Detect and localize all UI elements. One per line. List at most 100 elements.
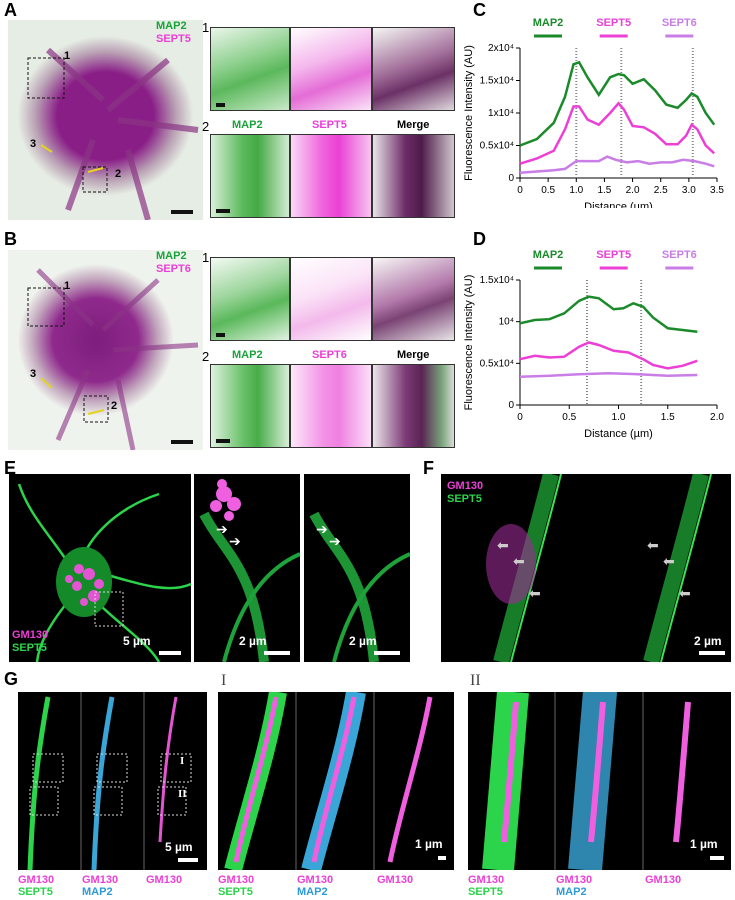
legend-map2: MAP2 bbox=[156, 20, 187, 32]
series-line-sept6 bbox=[519, 155, 715, 175]
a-row1-merge-tile bbox=[372, 27, 455, 111]
legend-gm130: GM130 bbox=[12, 629, 49, 641]
series-line-sept5 bbox=[519, 341, 698, 370]
chart-d: 0 0.5 1.0 1.5 2.0 0 0.5x10⁴ 10⁴ 1.5x10⁴ MAP2 SEPT5… bbox=[463, 249, 724, 440]
scale-label: 1 µm bbox=[415, 837, 443, 851]
y-tick-label: 2x10⁴ bbox=[488, 43, 514, 54]
panel-b-label: B bbox=[4, 229, 17, 249]
g-caption-gm130: GM130 bbox=[377, 874, 414, 886]
legend-sept5: SEPT5 bbox=[447, 493, 482, 505]
legend-sept6: SEPT6 bbox=[156, 263, 191, 275]
b-label-merge: Merge bbox=[397, 349, 430, 361]
legend-gm130: GM130 bbox=[447, 480, 484, 492]
b-label-map2: MAP2 bbox=[232, 349, 263, 361]
panel-b-neuron-processes bbox=[27, 268, 199, 450]
g-caption-gm130: GM130 bbox=[556, 874, 593, 886]
panel-e-zoom-merge: ➔ ➔ 2 µm bbox=[194, 474, 300, 662]
x-tick-label: 0.5 bbox=[562, 412, 576, 423]
x-tick-label: 0 bbox=[517, 185, 523, 196]
y-axis-label: Fluorescence Intensity (AU) bbox=[463, 275, 475, 411]
box-1-label: 1 bbox=[64, 280, 71, 292]
panel-c-label: C bbox=[473, 0, 486, 20]
scale-bar bbox=[710, 856, 724, 860]
box-2-label: 2 bbox=[111, 400, 118, 412]
legend-sept5: SEPT5 bbox=[12, 642, 47, 654]
legend-label: MAP2 bbox=[533, 17, 564, 29]
a-label-map2: MAP2 bbox=[232, 119, 263, 131]
b-row1-sept6-tile bbox=[290, 257, 372, 341]
scale-label: 2 µm bbox=[694, 634, 722, 648]
x-tick-label: 2.5 bbox=[654, 185, 668, 196]
y-tick-label: 0.5x10⁴ bbox=[480, 141, 514, 152]
legend-label: SEPT5 bbox=[596, 17, 631, 29]
roi-i-label: I bbox=[180, 755, 185, 767]
g-caption-map2: MAP2 bbox=[297, 886, 328, 898]
x-tick-label: 3.0 bbox=[682, 185, 696, 196]
row1-index: 1 bbox=[202, 20, 210, 35]
panel-e-label: E bbox=[4, 458, 17, 478]
scale-bar bbox=[438, 856, 446, 860]
y-tick-label: 0 bbox=[508, 400, 514, 411]
scale-bar bbox=[178, 858, 198, 862]
g-caption-sept5: SEPT5 bbox=[468, 886, 503, 898]
row1-index: 1 bbox=[202, 250, 210, 265]
arrow-icon: ➔ bbox=[316, 521, 328, 537]
a-row1-sept5-tile bbox=[290, 27, 372, 111]
panel-g-label: G bbox=[4, 669, 19, 689]
sub-ii-label: II bbox=[470, 672, 481, 689]
scale-bar bbox=[264, 651, 290, 655]
scale-label: 1 µm bbox=[690, 837, 718, 851]
g-caption-gm130: GM130 bbox=[18, 874, 55, 886]
sub-i-label: I bbox=[221, 672, 227, 689]
g-caption-gm130: GM130 bbox=[82, 874, 119, 886]
chart-c: 0 0.5 1.0 1.5 2.0 2.5 3.0 3.5 0 0.5x10⁴ 1x10⁴ 1.5x1… bbox=[463, 17, 724, 208]
panel-b-neuron-image: 1 2 3 MAP2 SEPT6 bbox=[8, 250, 203, 450]
a-row2-merge-tile bbox=[372, 134, 455, 218]
g-caption-gm130: GM130 bbox=[645, 874, 682, 886]
a-row2-map2-tile bbox=[210, 134, 290, 218]
arrow-icon: ⬅ bbox=[679, 585, 691, 601]
series-line-sept6 bbox=[519, 372, 698, 378]
arrow-icon: ➔ bbox=[229, 533, 241, 549]
series-line-map2 bbox=[519, 60, 716, 147]
x-tick-label: 1.0 bbox=[612, 412, 626, 423]
box-2-label: 2 bbox=[115, 168, 122, 180]
g-caption-gm130: GM130 bbox=[218, 874, 255, 886]
panel-a-label: A bbox=[4, 0, 17, 20]
x-tick-label: 2.0 bbox=[626, 185, 640, 196]
g-caption-sept5: SEPT5 bbox=[18, 886, 53, 898]
legend-label: SEPT6 bbox=[662, 249, 697, 261]
legend-map2: MAP2 bbox=[156, 250, 187, 262]
series-line-map2 bbox=[519, 295, 698, 333]
x-tick-label: 1.0 bbox=[569, 185, 583, 196]
b-row1-map2-tile bbox=[210, 257, 290, 341]
roi-ii-label: II bbox=[178, 788, 187, 800]
scale-label: 2 µm bbox=[239, 634, 267, 648]
a-label-merge: Merge bbox=[397, 119, 430, 131]
arrow-icon: ⬅ bbox=[497, 537, 509, 553]
scale-label: 5 µm bbox=[123, 634, 151, 648]
y-axis-label: Fluorescence Intensity (AU) bbox=[463, 45, 475, 181]
g-caption-map2: MAP2 bbox=[556, 886, 587, 898]
y-tick-label: 0.5x10⁴ bbox=[480, 358, 514, 369]
panel-g-overview: I II 5 µm bbox=[18, 692, 207, 870]
legend-label: SEPT6 bbox=[662, 17, 697, 29]
g-caption-gm130: GM130 bbox=[146, 874, 183, 886]
g-caption-gm130: GM130 bbox=[468, 874, 505, 886]
a-row1-map2-tile bbox=[210, 27, 290, 111]
x-tick-label: 1.5 bbox=[661, 412, 675, 423]
x-axis-label: Distance (µm) bbox=[584, 201, 653, 208]
g-caption-map2: MAP2 bbox=[82, 886, 113, 898]
scale-label: 2 µm bbox=[349, 634, 377, 648]
legend-label: MAP2 bbox=[533, 249, 564, 261]
scale-bar bbox=[374, 651, 400, 655]
b-row2-merge-tile bbox=[372, 364, 455, 448]
a-label-sept5: SEPT5 bbox=[312, 119, 347, 131]
scale-label: 5 µm bbox=[165, 840, 193, 854]
arrow-icon: ⬅ bbox=[663, 553, 675, 569]
x-axis-label: Distance (µm) bbox=[584, 428, 653, 440]
row2-index: 2 bbox=[202, 119, 210, 134]
legend-label: SEPT5 bbox=[596, 249, 631, 261]
scale-bar bbox=[171, 210, 193, 214]
b-label-sept6: SEPT6 bbox=[312, 349, 347, 361]
